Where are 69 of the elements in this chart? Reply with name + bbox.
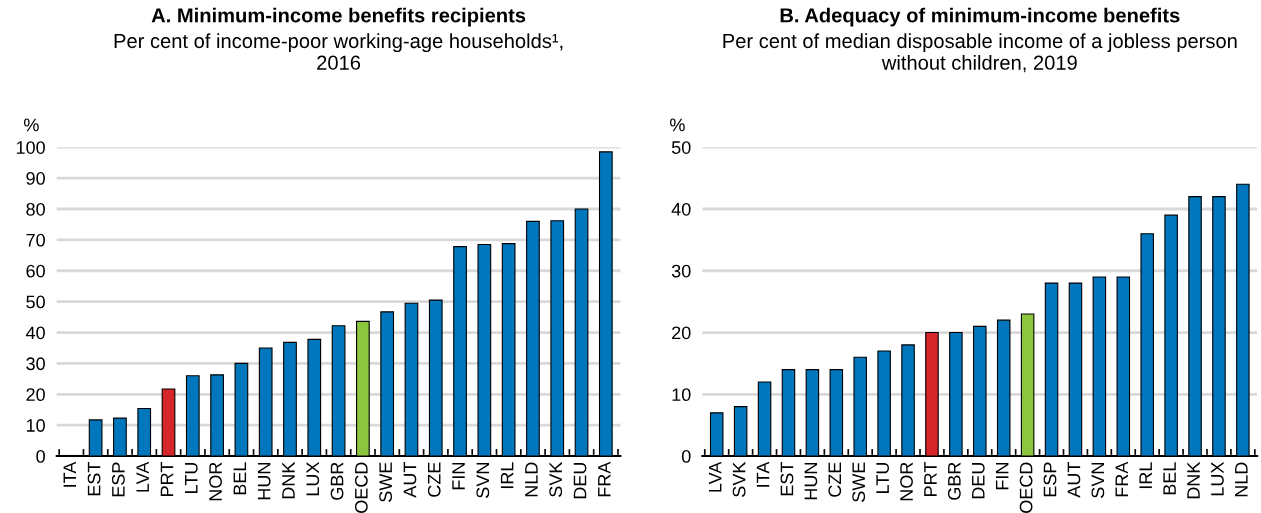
chart-title: A. Minimum-income benefits recipients [151, 7, 526, 27]
y-tick-label: 50 [26, 295, 45, 309]
y-tick-label: 10 [26, 419, 45, 432]
x-tick-label: NOR [900, 462, 913, 501]
x-tick-label: OECD [1019, 462, 1033, 513]
x-tick-label: FIN [995, 463, 1009, 490]
x-tick-label: GBR [947, 462, 961, 500]
x-tick-label: DNK [1187, 461, 1200, 499]
x-tick-label: OECD [354, 462, 368, 513]
x-tick-label: ESP [111, 462, 125, 497]
y-tick-label: 100 [16, 141, 45, 154]
x-tick-label: LUX [306, 461, 320, 496]
y-tick-label: 30 [671, 264, 691, 278]
x-tick-label: SVN [476, 463, 490, 498]
y-tick-label: 30 [26, 357, 45, 371]
y-tick-label: 50 [671, 141, 691, 154]
y-tick-label: 40 [25, 326, 45, 340]
x-tick-label: NLD [525, 462, 538, 497]
x-tick-label: AUT [1067, 462, 1081, 498]
x-tick-label: SWE [379, 462, 393, 502]
x-tick-label: LTU [185, 463, 198, 493]
x-tick-label: AUT [403, 462, 417, 498]
y-tick-label: 0 [36, 449, 45, 463]
y-tick-label: 60 [26, 264, 45, 278]
y-tick-label: 10 [672, 388, 691, 402]
x-tick-label: ESP [1043, 462, 1057, 497]
x-tick-label: SVK [549, 461, 563, 497]
x-tick-label: DEU [972, 463, 985, 499]
y-tick-label: 20 [672, 326, 691, 340]
y-tick-label: 40 [671, 202, 691, 216]
x-tick-label: LUX [1211, 461, 1224, 496]
x-tick-label: IRL [1139, 462, 1152, 489]
x-tick-label: LVA [708, 461, 722, 492]
x-tick-label: PRT [160, 462, 174, 496]
x-tick-label: IRL [500, 462, 514, 489]
x-tick-label: EST [780, 462, 794, 496]
x-tick-label: ITA [63, 461, 76, 487]
y-tick-label: 80 [26, 202, 45, 216]
x-tick-label: DEU [573, 463, 587, 499]
x-tick-label: SVN [1091, 463, 1105, 498]
x-tick-label: PRT [924, 462, 937, 496]
y-tick-label: 0 [681, 449, 691, 463]
y-axis-title: % [24, 118, 39, 132]
x-tick-label: FIN [452, 463, 465, 490]
x-tick-label: GBR [330, 462, 344, 500]
x-tick-label: FRA [1115, 461, 1128, 497]
x-tick-label: EST [87, 462, 101, 496]
chart-title: B. Adequacy of minimum-income benefits [780, 7, 1180, 27]
x-tick-label: NOR [209, 462, 222, 501]
x-tick-label: BEL [1163, 462, 1176, 495]
x-tick-label: CZE [828, 462, 842, 497]
x-tick-label: SWE [852, 462, 866, 502]
y-tick-label: 20 [26, 388, 45, 402]
x-tick-label: CZE [427, 462, 441, 497]
x-tick-label: FRA [598, 461, 611, 497]
x-tick-label: SVK [732, 461, 746, 497]
x-tick-label: LVA [136, 461, 149, 492]
chart-subtitle: Per cent of income-poor working-age households¹, 2016 [114, 33, 563, 70]
y-tick-label: 70 [26, 233, 45, 247]
y-tick-label: 90 [26, 172, 45, 185]
x-tick-label: DNK [282, 461, 295, 499]
chart-subtitle: Per cent of median disposable income of a jobless person without children, 2019 [723, 33, 1237, 73]
x-tick-label: BEL [233, 462, 247, 495]
x-tick-label: ITA [756, 461, 770, 487]
x-tick-label: NLD [1235, 462, 1248, 497]
x-tick-label: HUN [257, 463, 271, 500]
y-axis-title: % [670, 118, 685, 132]
x-tick-label: LTU [876, 463, 889, 493]
x-tick-label: HUN [804, 463, 818, 500]
